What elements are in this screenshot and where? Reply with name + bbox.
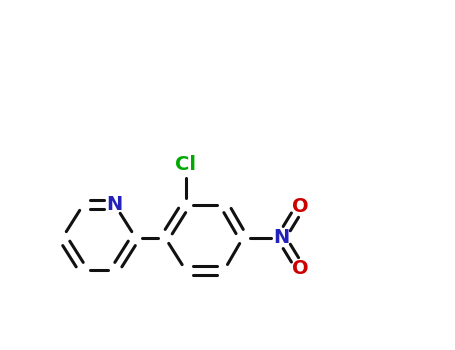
Text: O: O bbox=[291, 196, 310, 216]
Text: O: O bbox=[292, 197, 309, 216]
Text: Cl: Cl bbox=[175, 155, 197, 174]
Text: N: N bbox=[106, 195, 124, 215]
Text: O: O bbox=[291, 259, 310, 279]
Text: N: N bbox=[273, 228, 289, 247]
Text: O: O bbox=[292, 259, 309, 278]
Text: N: N bbox=[106, 195, 123, 214]
Text: Cl: Cl bbox=[174, 155, 198, 175]
Text: N: N bbox=[272, 228, 291, 247]
